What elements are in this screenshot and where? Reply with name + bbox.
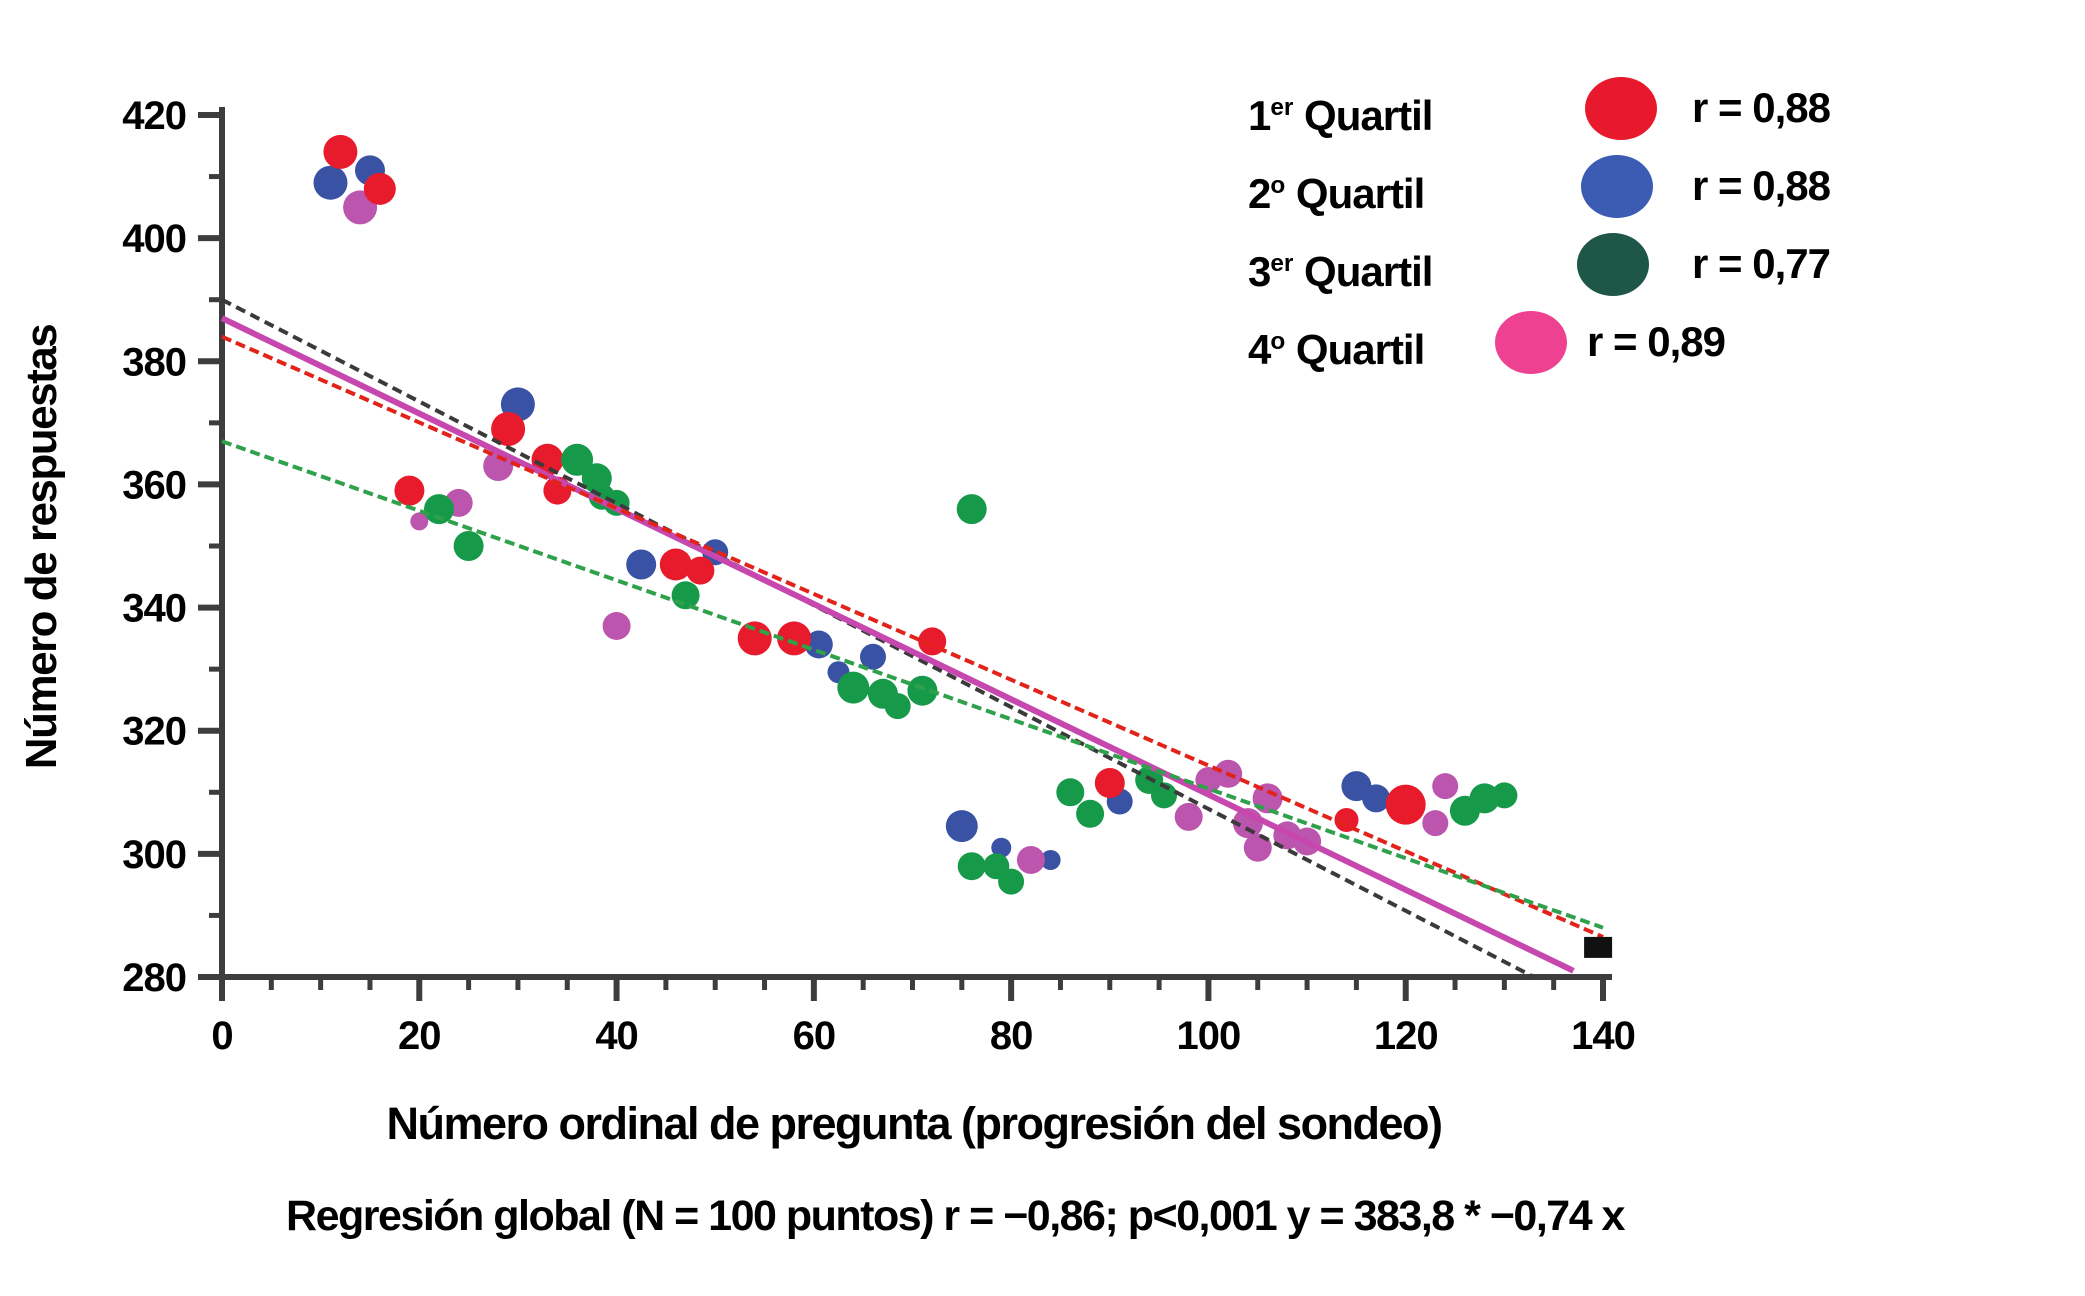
- data-point-2-quartil: [804, 630, 833, 659]
- y-axis-title: Número de respuestas: [17, 324, 66, 770]
- y-tick-label: 320: [122, 710, 186, 754]
- data-point-2-quartil: [945, 810, 978, 843]
- legend-label-1er-quartil: 1er Quartil: [1248, 92, 1433, 139]
- data-point-2-quartil: [626, 549, 657, 580]
- data-point-1er-quartil: [531, 443, 564, 476]
- x-axis-title: Número ordinal de pregunta (progresión d…: [386, 1098, 1443, 1149]
- data-point-3er-quartil: [561, 443, 594, 476]
- data-point-3er-quartil: [1469, 783, 1500, 814]
- data-point-2-quartil: [1040, 850, 1061, 870]
- legend-r-value-3er-quartil: r = 0,77: [1692, 240, 1831, 287]
- data-point-2-quartil: [991, 837, 1012, 858]
- data-point-4-quartil: [1432, 773, 1459, 800]
- data-point-4-quartil: [1174, 802, 1203, 831]
- red-regression-line: [221, 334, 1604, 939]
- data-point-4-quartil: [1016, 846, 1045, 874]
- x-tick-label: 140: [1571, 1014, 1635, 1058]
- data-point-1er-quartil: [363, 172, 396, 205]
- data-point-3er-quartil: [1076, 799, 1105, 828]
- global-regression-caption: Regresión global (N = 100 puntos) r = −0…: [286, 1192, 1625, 1240]
- data-point-4-quartil: [1243, 833, 1272, 862]
- legend-dot-4-quartil: [1495, 311, 1567, 374]
- legend-dot-3er-quartil: [1577, 233, 1649, 296]
- legend-row-3er-quartil: 3er Quartil r = 0,77: [0, 232, 2085, 296]
- legend-label-2-quartil: 2o Quartil: [1248, 170, 1425, 217]
- data-point-3er-quartil: [453, 531, 484, 561]
- data-point-3er-quartil: [424, 494, 454, 525]
- legend-r-value-2-quartil: r = 0,88: [1692, 162, 1831, 209]
- data-point-1er-quartil: [1385, 784, 1426, 825]
- y-tick-label: 340: [122, 587, 186, 631]
- data-point-1er-quartil: [491, 412, 526, 446]
- y-tick-label: 380: [122, 340, 186, 384]
- data-point-4-quartil: [410, 512, 429, 531]
- y-tick-label: 420: [122, 94, 186, 138]
- legend-label-3er-quartil: 3er Quartil: [1248, 248, 1433, 295]
- data-point-4-quartil: [602, 612, 631, 640]
- legend-row-2-quartil: 2o Quartil r = 0,88: [0, 154, 2085, 218]
- data-point-3er-quartil: [957, 852, 986, 881]
- data-point-3er-quartil: [956, 494, 987, 525]
- end-square-marker: [1584, 936, 1613, 958]
- data-point-3er-quartil: [1491, 782, 1518, 809]
- y-tick-label: 360: [122, 463, 186, 507]
- legend-row-1er-quartil: 1er Quartil r = 0,88: [0, 76, 2085, 140]
- y-tick-label: 400: [122, 217, 186, 261]
- x-tick-label: 40: [595, 1014, 638, 1058]
- legend-row-4-quartil: 4o Quartil r = 0,89: [0, 310, 2085, 374]
- data-point-1er-quartil: [1094, 768, 1125, 798]
- data-point-3er-quartil: [1056, 778, 1085, 807]
- data-point-3er-quartil: [671, 581, 700, 610]
- data-point-3er-quartil: [884, 693, 911, 720]
- black-regression-line: [221, 297, 1535, 979]
- x-tick-label: 0: [211, 1014, 232, 1058]
- data-point-1er-quartil: [659, 548, 692, 581]
- data-point-3er-quartil: [998, 868, 1025, 895]
- x-tick-label: 100: [1177, 1014, 1241, 1058]
- legend-dot-2-quartil: [1581, 155, 1653, 218]
- data-point-2-quartil: [313, 165, 348, 200]
- data-point-3er-quartil: [837, 671, 870, 704]
- x-tick-label: 60: [793, 1014, 836, 1058]
- green-regression-line: [221, 439, 1604, 930]
- x-tick-label: 80: [990, 1014, 1033, 1058]
- magenta-regression-line: [220, 315, 1575, 974]
- x-tick-label: 120: [1374, 1014, 1438, 1058]
- legend-label-4-quartil: 4o Quartil: [1248, 326, 1425, 373]
- data-point-1er-quartil: [737, 621, 772, 656]
- data-point-4-quartil: [1422, 810, 1449, 837]
- data-point-1er-quartil: [323, 134, 358, 169]
- data-point-1er-quartil: [686, 556, 715, 585]
- data-point-1er-quartil: [394, 475, 425, 506]
- data-point-3er-quartil: [907, 675, 938, 706]
- legend-dot-1er-quartil: [1585, 77, 1657, 140]
- legend-r-value-4-quartil: r = 0,89: [1587, 318, 1726, 365]
- x-tick-label: 20: [398, 1014, 441, 1058]
- data-point-2-quartil: [1362, 784, 1391, 813]
- y-tick-label: 280: [122, 956, 186, 1000]
- legend-r-value-1er-quartil: r = 0,88: [1692, 84, 1831, 131]
- y-tick-label: 300: [122, 833, 186, 877]
- data-point-3er-quartil: [1151, 782, 1177, 809]
- data-point-2-quartil: [860, 643, 886, 670]
